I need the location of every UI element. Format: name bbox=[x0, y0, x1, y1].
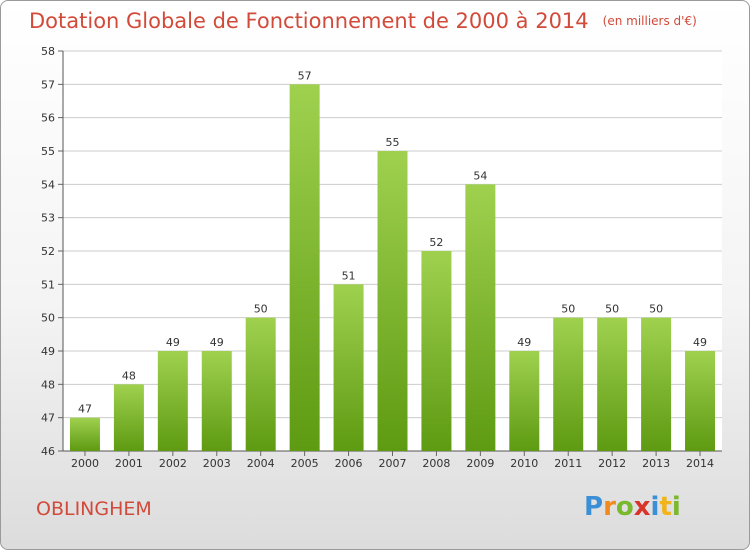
location-name: OBLINGHEM bbox=[36, 498, 152, 520]
x-tick-label: 2002 bbox=[159, 457, 187, 470]
y-tick-label: 46 bbox=[41, 445, 55, 458]
bar-data-label: 49 bbox=[517, 336, 531, 349]
x-tick-label: 2003 bbox=[203, 457, 231, 470]
x-tick-label: 2005 bbox=[291, 457, 319, 470]
y-tick-label: 48 bbox=[41, 378, 55, 391]
x-tick-label: 2009 bbox=[466, 457, 494, 470]
bar-data-label: 48 bbox=[122, 369, 136, 382]
bar-data-label: 50 bbox=[254, 303, 268, 316]
y-tick-label: 50 bbox=[41, 312, 55, 325]
x-tick-label: 2006 bbox=[335, 457, 363, 470]
bar bbox=[465, 184, 496, 452]
bar-data-label: 57 bbox=[298, 69, 312, 82]
bar-data-label: 55 bbox=[386, 136, 400, 149]
svg-text:Proxiti: Proxiti bbox=[584, 492, 681, 521]
y-tick-label: 57 bbox=[41, 78, 55, 91]
bar-data-label: 49 bbox=[166, 336, 180, 349]
y-tick-label: 51 bbox=[41, 278, 55, 291]
bar bbox=[421, 251, 452, 451]
bar-data-label: 52 bbox=[429, 236, 443, 249]
proxiti-logo: Proxiti bbox=[584, 492, 681, 521]
y-tick-label: 58 bbox=[41, 45, 55, 58]
bar bbox=[157, 351, 188, 451]
x-tick-label: 2010 bbox=[510, 457, 538, 470]
chart-subtitle: (en milliers d'€) bbox=[602, 14, 697, 28]
x-tick-label: 2011 bbox=[554, 457, 582, 470]
y-tick-label: 49 bbox=[41, 345, 55, 358]
bar bbox=[201, 351, 232, 451]
y-tick-label: 54 bbox=[41, 178, 55, 191]
bar bbox=[597, 317, 628, 451]
y-tick-label: 55 bbox=[41, 145, 55, 158]
bar bbox=[685, 351, 716, 451]
bar-data-label: 47 bbox=[78, 403, 92, 416]
bar bbox=[69, 417, 100, 451]
chart-title: Dotation Globale de Fonctionnement de 20… bbox=[29, 9, 697, 33]
bar-data-label: 54 bbox=[473, 169, 487, 182]
bar-data-label: 49 bbox=[693, 336, 707, 349]
bar bbox=[333, 284, 364, 451]
bar-data-label: 49 bbox=[210, 336, 224, 349]
x-tick-label: 2013 bbox=[642, 457, 670, 470]
x-tick-label: 2014 bbox=[686, 457, 714, 470]
bar-data-label: 50 bbox=[605, 303, 619, 316]
bar-data-label: 51 bbox=[342, 269, 356, 282]
bar bbox=[289, 84, 320, 451]
bar bbox=[113, 384, 144, 451]
x-tick-label: 2007 bbox=[379, 457, 407, 470]
y-tick-label: 47 bbox=[41, 412, 55, 425]
bar bbox=[377, 151, 408, 451]
x-tick-label: 2000 bbox=[71, 457, 99, 470]
bar bbox=[641, 317, 672, 451]
y-tick-label: 56 bbox=[41, 112, 55, 125]
bar-data-label: 50 bbox=[561, 303, 575, 316]
bar bbox=[245, 317, 276, 451]
x-tick-label: 2008 bbox=[422, 457, 450, 470]
x-tick-label: 2012 bbox=[598, 457, 626, 470]
x-tick-label: 2001 bbox=[115, 457, 143, 470]
x-tick-label: 2004 bbox=[247, 457, 275, 470]
chart-title-text: Dotation Globale de Fonctionnement de 20… bbox=[29, 9, 589, 33]
bar-data-label: 50 bbox=[649, 303, 663, 316]
bar bbox=[553, 317, 584, 451]
y-tick-label: 52 bbox=[41, 245, 55, 258]
bar bbox=[509, 351, 540, 451]
y-tick-label: 53 bbox=[41, 212, 55, 225]
